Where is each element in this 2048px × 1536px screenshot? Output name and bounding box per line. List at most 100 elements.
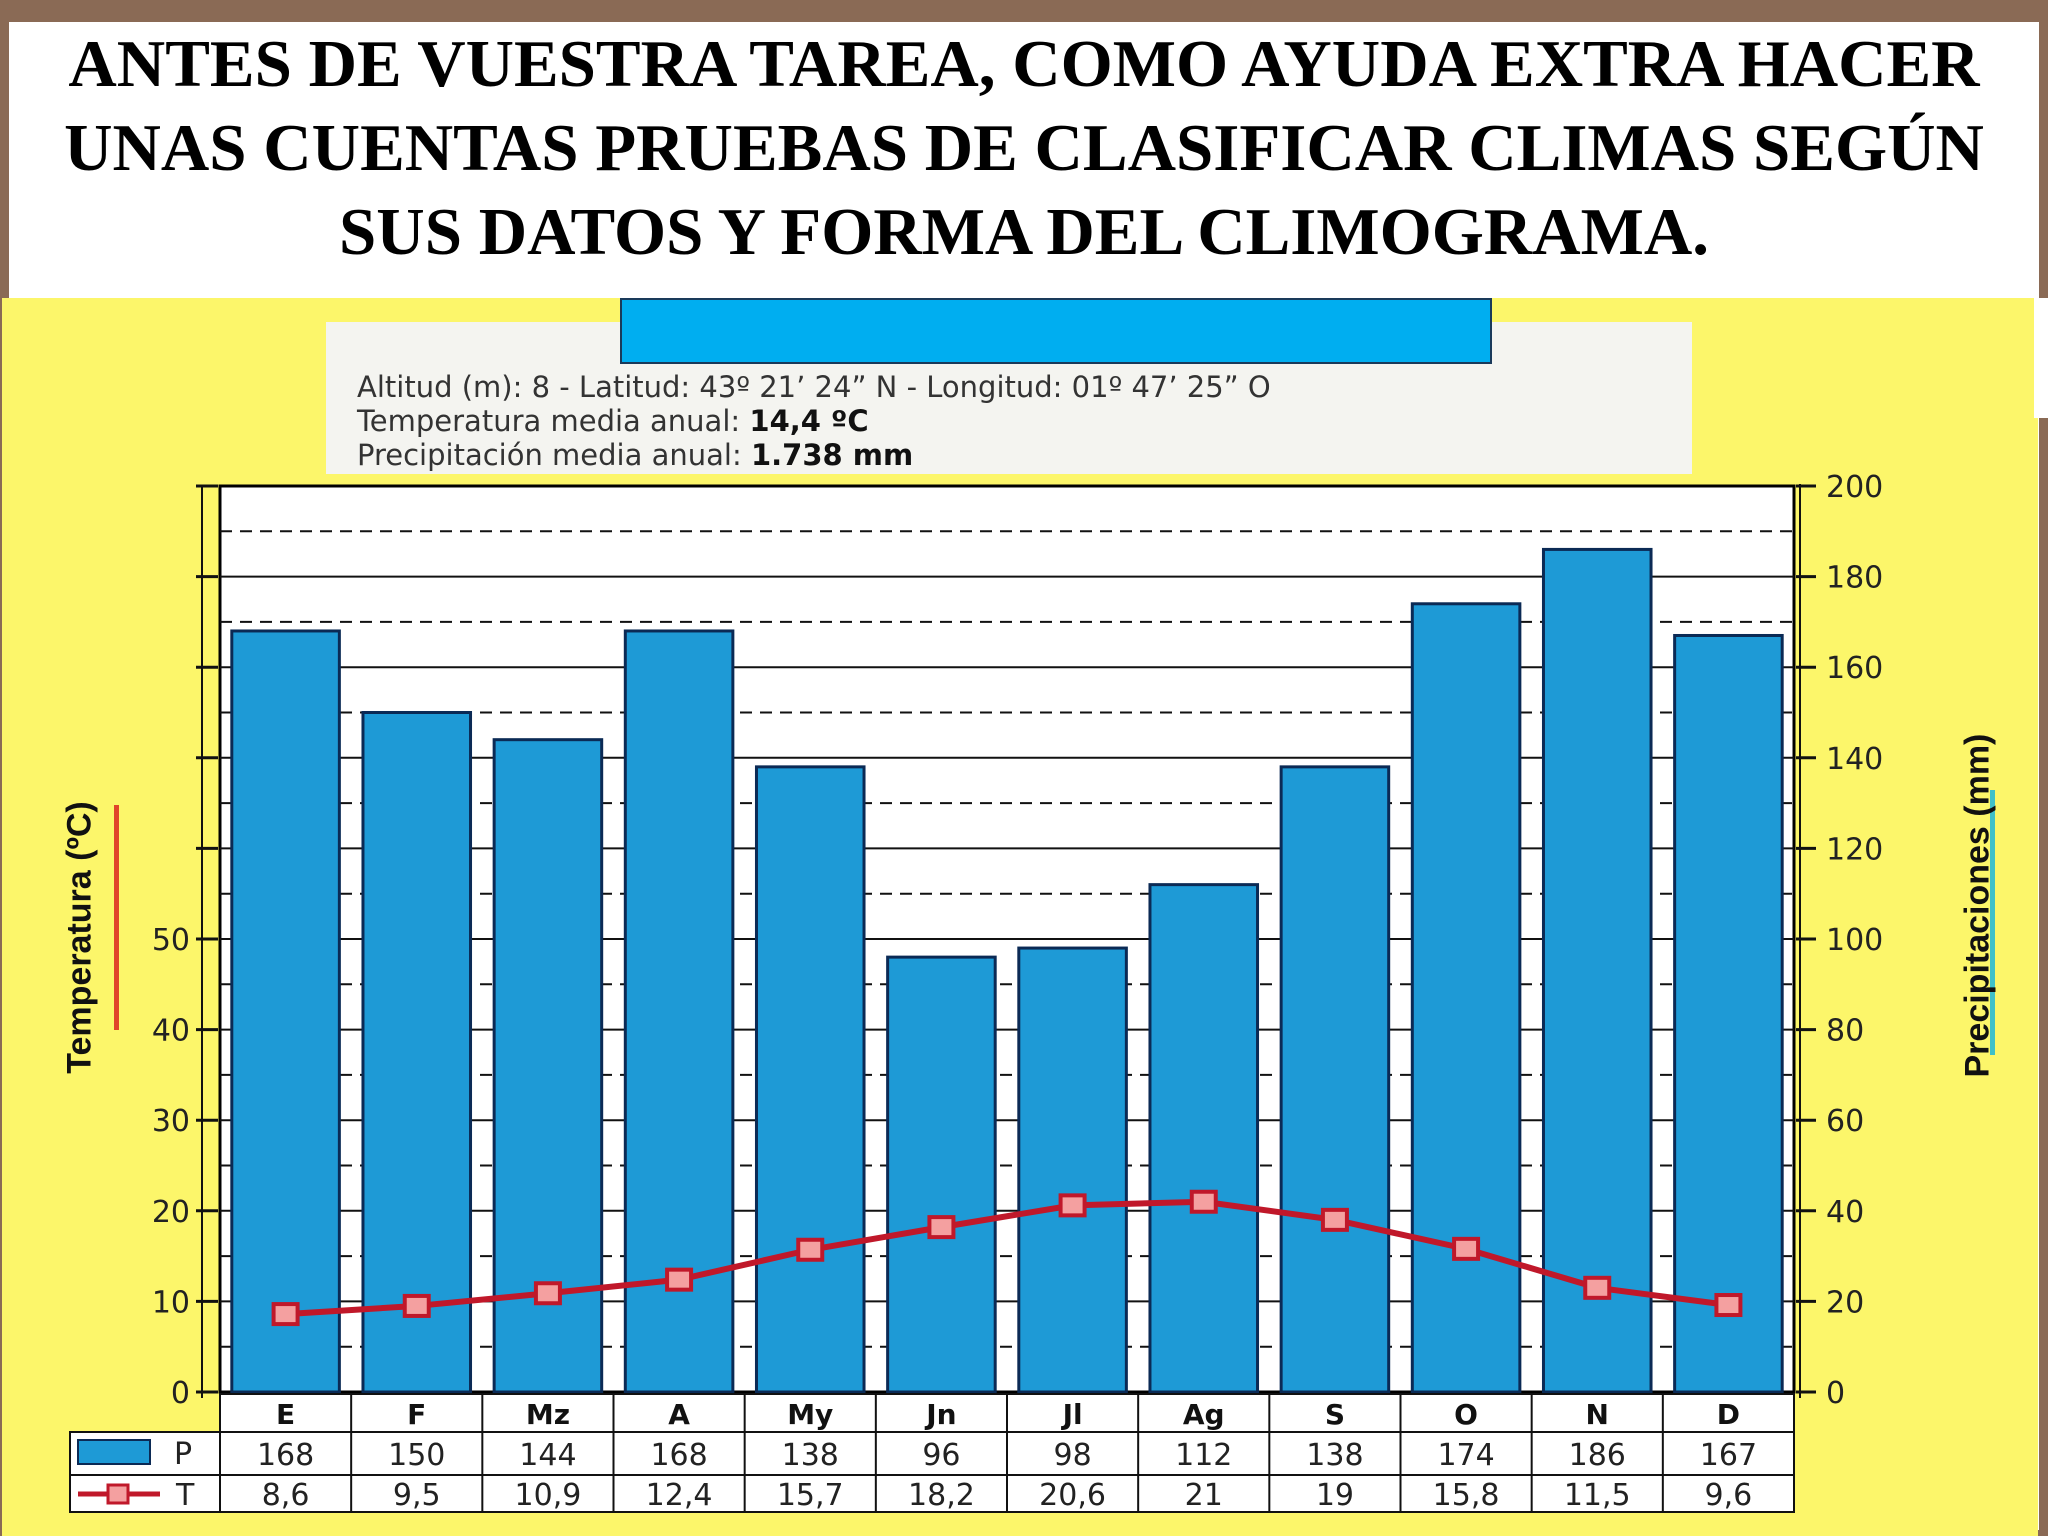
x-tick-label: N	[1586, 1398, 1609, 1431]
precip-bar	[1279, 765, 1391, 1394]
left-tick-label: 30	[152, 1104, 190, 1139]
left-tick-label: 0	[171, 1376, 190, 1411]
precipitation-axis-accent	[1990, 790, 1995, 1055]
left-tick-label: 10	[152, 1285, 190, 1320]
precip-bar	[1541, 547, 1653, 1394]
left-tick-label: 50	[152, 923, 190, 958]
temperature-point	[1320, 1207, 1349, 1232]
precip-value-label: 98	[1053, 1438, 1091, 1473]
title-line-3: SUS DATOS Y FORMA DEL CLIMOGRAMA.	[339, 195, 1709, 269]
legend-marker-temp	[106, 1483, 130, 1505]
x-tick-label: My	[787, 1398, 833, 1431]
temp-value-label: 21	[1185, 1478, 1223, 1513]
right-tick-label: 0	[1826, 1376, 1845, 1411]
right-axis: 0 20 40 60 80 100 120 140 160 180 200	[1796, 470, 1883, 1411]
precip-value-label: 174	[1437, 1438, 1494, 1473]
legend-swatch-precip	[77, 1439, 151, 1465]
temperature-point	[271, 1302, 300, 1327]
precip-bar	[623, 629, 735, 1394]
right-tick-label: 200	[1826, 470, 1883, 505]
right-tick-label: 40	[1826, 1195, 1864, 1230]
precip-value-label: 96	[922, 1438, 960, 1473]
precip-bar	[754, 765, 866, 1394]
temperature-point	[1583, 1275, 1612, 1300]
temp-value-label: 9,5	[393, 1478, 441, 1513]
x-tick-label: A	[668, 1398, 690, 1431]
precip-value-label: 138	[1306, 1438, 1363, 1473]
right-tick-label: 80	[1826, 1014, 1864, 1049]
y-right-label: Precipitaciones (mm)	[1958, 733, 1997, 1078]
precip-bar	[886, 955, 997, 1394]
right-tick-label: 160	[1826, 651, 1883, 686]
x-tick-label: D	[1717, 1398, 1740, 1431]
temperature-point	[1714, 1293, 1743, 1318]
y-left-label: Temperatura (ºC)	[60, 801, 99, 1074]
precip-value-label: 186	[1569, 1438, 1626, 1473]
temperature-polyline	[285, 1198, 1729, 1318]
precip-value-label: 138	[782, 1438, 839, 1473]
x-tick-label: Mz	[526, 1398, 570, 1431]
temperature-point	[1189, 1189, 1218, 1214]
precip-value-label: 167	[1700, 1438, 1757, 1473]
right-tick-label: 60	[1826, 1104, 1864, 1139]
precip-value-label: 150	[388, 1438, 445, 1473]
x-tick-label: Jn	[924, 1398, 956, 1431]
annual-precipitation-value: 1.738 mm	[750, 438, 914, 472]
temperature-point	[402, 1293, 431, 1318]
x-tick-label: E	[276, 1398, 295, 1431]
x-tick-label: F	[407, 1398, 426, 1431]
right-tick-label: 100	[1826, 923, 1883, 958]
temp-value-label: 12,4	[646, 1478, 713, 1513]
right-tick-label: 20	[1826, 1285, 1864, 1320]
annual-temperature: Temperatura media anual: 14,4 ºC	[357, 404, 869, 438]
x-tick-label: Jl	[1061, 1398, 1083, 1431]
precip-value-label: 112	[1175, 1438, 1232, 1473]
temp-value-label: 18,2	[908, 1478, 975, 1513]
legend-label-precip: P	[174, 1437, 192, 1472]
grid-lines	[220, 530, 1794, 1348]
right-tick-label: 180	[1826, 561, 1883, 596]
temp-value-label: 19	[1316, 1478, 1354, 1513]
station-coordinates: Altitud (m): 8 - Latitud: 43º 21’ 24” N …	[357, 370, 1271, 404]
precip-bar	[361, 711, 473, 1394]
x-tick-label: O	[1454, 1398, 1478, 1431]
temp-value-label: 20,6	[1039, 1478, 1106, 1513]
annual-temperature-label: Temperatura media anual:	[357, 404, 750, 438]
temp-value-label: 11,5	[1564, 1478, 1631, 1513]
precip-bar	[1148, 883, 1260, 1394]
precip-value-label: 168	[257, 1438, 314, 1473]
x-tick-label: S	[1325, 1398, 1345, 1431]
precip-bar	[1673, 633, 1784, 1394]
temperature-point	[665, 1267, 694, 1292]
temperature-point	[796, 1237, 825, 1262]
annual-precipitation-label: Precipitación media anual:	[357, 438, 751, 472]
temp-value-label: 15,8	[1433, 1478, 1500, 1513]
annual-precipitation: Precipitación media anual: 1.738 mm	[357, 438, 913, 472]
left-tick-label: 40	[152, 1014, 190, 1049]
title-line-1: ANTES DE VUESTRA TAREA, COMO AYUDA EXTRA…	[68, 27, 1980, 101]
right-tick-label: 140	[1826, 742, 1883, 777]
annual-temperature-value: 14,4 ºC	[749, 404, 869, 438]
temperature-point	[927, 1215, 956, 1240]
panel-edge	[2034, 298, 2048, 418]
slide-title: ANTES DE VUESTRA TAREA, COMO AYUDA EXTRA…	[0, 22, 2048, 274]
data-table: E 168 8,6 F 150 9,5 Mz 144 10,9 A 168 12,4 My 138 15,7…	[69, 1393, 1795, 1513]
hidden-location-banner	[620, 298, 1492, 364]
legend-label-temp: T	[175, 1478, 195, 1513]
temp-value-label: 9,6	[1705, 1478, 1753, 1513]
left-axis: 0 10 20 30 40 50	[152, 484, 218, 1411]
temperature-point	[533, 1281, 562, 1306]
precip-bar	[1410, 602, 1522, 1394]
temperature-point	[1452, 1236, 1481, 1261]
left-tick-label: 20	[152, 1195, 190, 1230]
x-tick-label: Ag	[1183, 1398, 1225, 1431]
temperature-line	[271, 1189, 1743, 1327]
temp-value-label: 10,9	[515, 1478, 582, 1513]
precip-value-label: 144	[519, 1438, 576, 1473]
temp-value-label: 15,7	[777, 1478, 844, 1513]
precip-bar	[230, 629, 341, 1394]
precip-value-label: 168	[650, 1438, 707, 1473]
right-tick-label: 120	[1826, 832, 1883, 867]
title-line-2: UNAS CUENTAS PRUEBAS DE CLASIFICAR CLIMA…	[64, 111, 1984, 185]
